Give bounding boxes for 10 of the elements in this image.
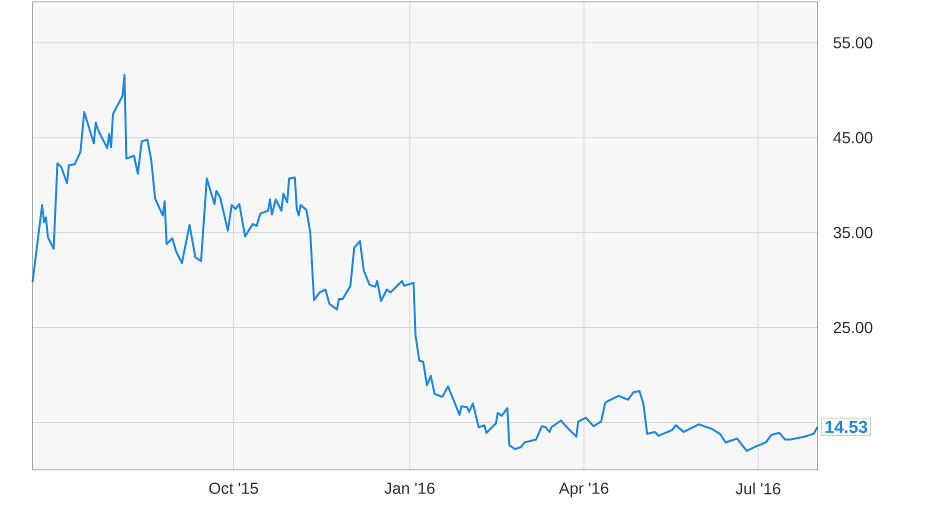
line-series bbox=[32, 74, 819, 452]
y-tick-label: 35.00 bbox=[834, 226, 872, 238]
y-tick-label: 55.00 bbox=[834, 37, 872, 48]
x-tick-label: Oct '15 bbox=[209, 482, 258, 494]
y-tick-label: 45.00 bbox=[833, 132, 872, 144]
x-tick-label: Jul '16 bbox=[736, 482, 780, 494]
annotation: 14.53 bbox=[826, 420, 868, 434]
y-tick-label: 25.00 bbox=[834, 322, 872, 334]
x-tick-label: Apr '16 bbox=[558, 482, 608, 498]
x-tick-label: Jan '16 bbox=[384, 482, 435, 494]
